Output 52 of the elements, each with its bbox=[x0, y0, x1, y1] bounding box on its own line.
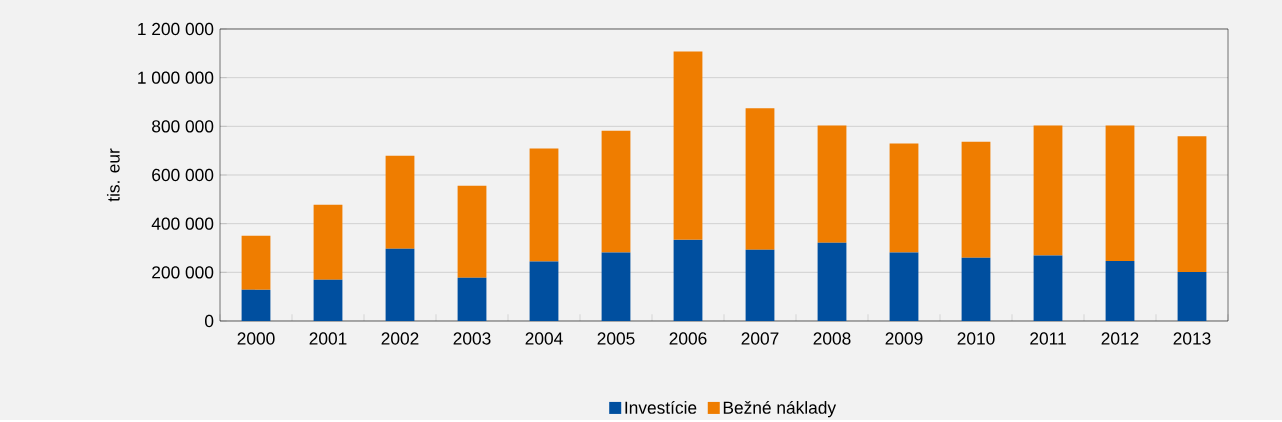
x-tick-label: 2010 bbox=[957, 332, 995, 345]
bar bbox=[1105, 261, 1135, 322]
y-tick-label: 800 000 bbox=[152, 120, 214, 133]
x-tick-label: 2013 bbox=[1173, 332, 1211, 345]
bar bbox=[961, 257, 991, 322]
y-tick-label: 1 200 000 bbox=[138, 23, 214, 36]
x-tick-label: 2007 bbox=[741, 332, 779, 345]
y-axis-title: tis. eur bbox=[106, 148, 120, 202]
bar bbox=[1033, 255, 1063, 322]
bar bbox=[745, 249, 775, 322]
bar bbox=[961, 141, 991, 258]
x-tick-label: 2004 bbox=[525, 332, 563, 345]
bar bbox=[673, 51, 703, 240]
bar bbox=[1177, 272, 1207, 322]
bar bbox=[889, 143, 919, 253]
legend-label: Bežné náklady bbox=[723, 401, 837, 418]
bar bbox=[457, 277, 487, 322]
legend-label: Investície bbox=[625, 401, 697, 415]
bar bbox=[313, 280, 343, 322]
bar bbox=[1033, 125, 1063, 256]
x-tick-label: 2009 bbox=[885, 332, 923, 345]
x-tick-label: 2002 bbox=[381, 332, 419, 345]
y-tick-label: 0 bbox=[204, 315, 214, 328]
y-tick-label: 200 000 bbox=[152, 266, 214, 279]
y-tick-label: 600 000 bbox=[152, 169, 214, 182]
x-tick-label: 2012 bbox=[1101, 332, 1139, 345]
bar bbox=[601, 252, 631, 322]
bar bbox=[313, 204, 343, 281]
x-tick-label: 2001 bbox=[309, 332, 347, 345]
y-tick-label: 400 000 bbox=[151, 217, 214, 230]
bar bbox=[1105, 125, 1135, 262]
bar bbox=[529, 261, 559, 322]
x-tick-label: 2008 bbox=[813, 332, 851, 345]
bar bbox=[385, 248, 415, 322]
bar bbox=[817, 242, 847, 322]
bar bbox=[241, 290, 271, 322]
bar bbox=[889, 252, 919, 322]
x-tick-label: 2003 bbox=[453, 332, 491, 345]
bar bbox=[385, 155, 415, 249]
bar bbox=[529, 148, 559, 262]
x-tick-label: 2006 bbox=[669, 332, 707, 345]
x-tick-label: 2000 bbox=[237, 332, 275, 345]
bar bbox=[601, 130, 631, 253]
bar bbox=[745, 108, 775, 250]
x-tick-label: 2005 bbox=[597, 332, 635, 345]
bar bbox=[673, 239, 703, 322]
bar bbox=[1177, 136, 1207, 273]
bar bbox=[457, 185, 487, 278]
y-tick-label: 1 000 000 bbox=[138, 71, 214, 84]
bar bbox=[817, 125, 847, 243]
bar bbox=[241, 236, 271, 291]
x-tick-label: 2011 bbox=[1030, 332, 1066, 345]
